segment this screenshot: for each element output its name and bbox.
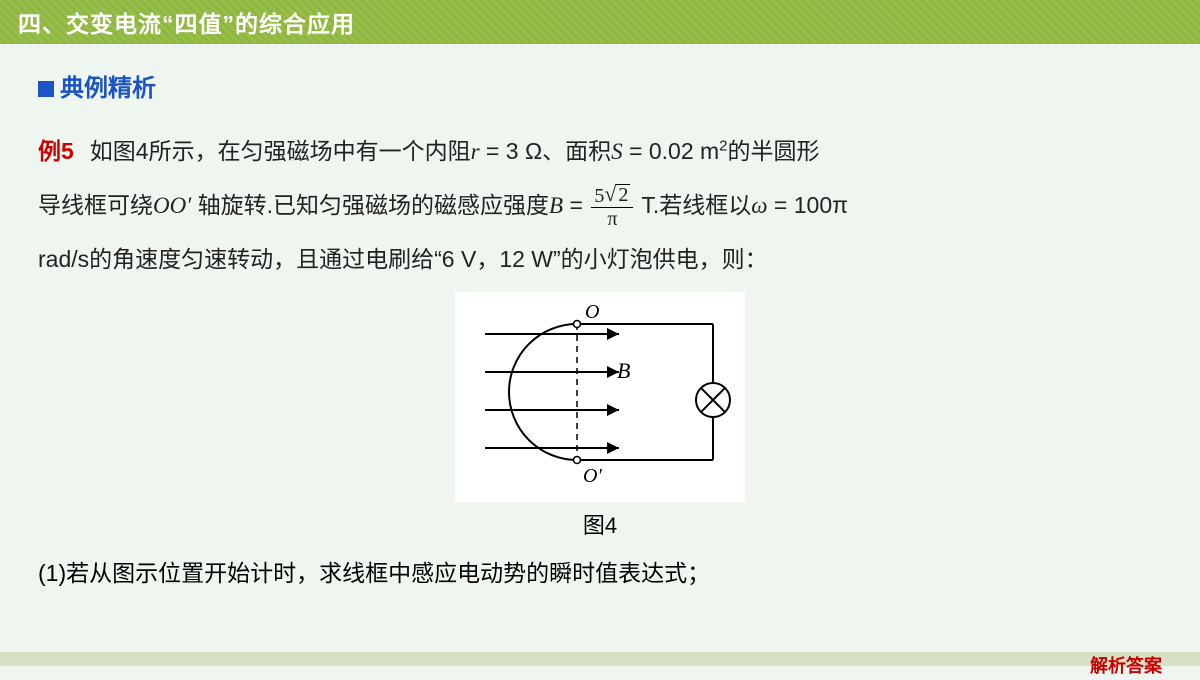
svg-text:O: O: [585, 301, 599, 323]
frac-lead: 5: [594, 185, 604, 207]
S-after: 的半圆形: [727, 138, 819, 164]
sqrt-icon: √2: [604, 184, 630, 206]
axis: OO′: [153, 193, 191, 218]
square-bullet-icon: [38, 81, 54, 97]
footer-strip: [0, 652, 1200, 666]
B-after: T.若线框以: [641, 192, 751, 218]
problem-text: 例5 如图4所示，在匀强磁场中有一个内阻r = 3 Ω、面积S = 0.02 m 2…: [38, 125, 1162, 286]
svg-text:O′: O′: [583, 465, 602, 487]
fraction: 5√2 π: [591, 184, 633, 230]
B-eq: =: [563, 192, 583, 218]
frac-numerator: 5√2: [591, 184, 633, 208]
example-tag: 例5: [38, 138, 74, 164]
t2b: 轴旋转.已知匀强磁场的磁感应强度: [191, 192, 549, 218]
sym-B: B: [549, 193, 563, 218]
figure-area: O O′ B 图4: [38, 292, 1162, 540]
t1a: 如图4所示，在匀强磁场中有一个内阻: [90, 138, 471, 164]
header-title: 四、交变电流“四值”的综合应用: [18, 5, 355, 39]
radicand: 2: [616, 184, 630, 205]
section-header: 四、交变电流“四值”的综合应用: [0, 0, 1200, 44]
sym-r: r: [471, 139, 480, 164]
figure-caption: 图4: [38, 508, 1162, 540]
answer-link[interactable]: 解析答案: [1090, 652, 1162, 678]
S-eq: = 0.02 m: [623, 138, 720, 164]
svg-text:B: B: [617, 358, 630, 383]
question-1: (1)若从图示位置开始计时，求线框中感应电动势的瞬时值表达式；: [38, 554, 1162, 588]
t3: rad/s的角速度匀速转动，且通过电刷给“6 V，12 W”的小灯泡供电，则：: [38, 246, 768, 272]
r-eq: = 3 Ω、面积: [480, 138, 612, 164]
frac-denominator: π: [607, 208, 617, 230]
subsection-label: 典例精析: [60, 75, 156, 102]
t2a: 导线框可绕: [38, 192, 153, 218]
sym-omega: ω: [751, 193, 767, 218]
circuit-diagram: O O′ B: [455, 292, 745, 502]
omega-eq: = 100π: [768, 192, 848, 218]
sym-S: S: [611, 139, 623, 164]
content-area: 典例精析 例5 如图4所示，在匀强磁场中有一个内阻r = 3 Ω、面积S = 0.…: [0, 44, 1200, 588]
subsection-heading: 典例精析: [38, 68, 1162, 103]
